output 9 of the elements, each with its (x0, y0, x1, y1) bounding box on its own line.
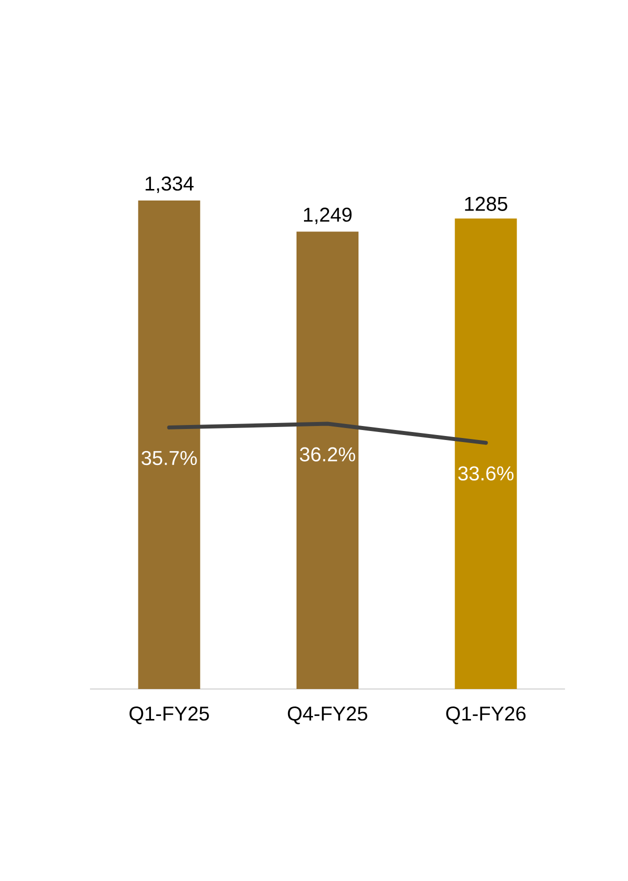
x-tick-label: Q1-FY26 (446, 706, 526, 724)
data-label: 1285 (465, 196, 508, 211)
data-label: 1,249 (304, 208, 352, 224)
x-tick-label: Q4-FY25 (288, 706, 368, 724)
x-tick-label: Q1-FY25 (130, 706, 209, 724)
data-label: 35.7% (142, 450, 197, 466)
data-label: 36.2% (300, 447, 356, 462)
data-label: 33.6% (458, 466, 514, 481)
data-label: 1,334 (146, 176, 194, 194)
